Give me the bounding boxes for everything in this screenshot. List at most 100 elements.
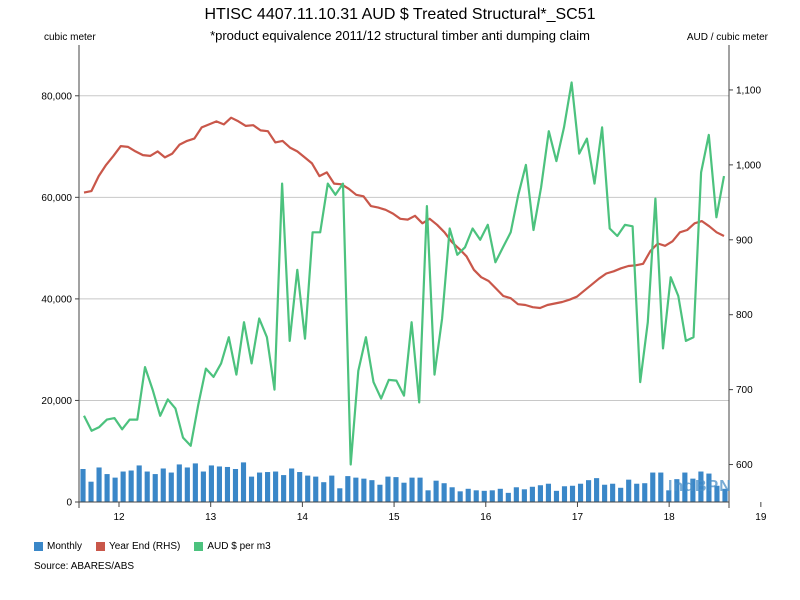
monthly-bar [184,467,190,502]
monthly-bar [521,489,527,502]
monthly-bar [144,471,150,502]
monthly-bar [569,485,576,502]
monthly-bar [537,485,543,502]
aud-per-m3-line [83,81,726,466]
legend-label-year-end: Year End (RHS) [109,541,181,552]
x-tick-label: 15 [389,512,401,523]
right-tick-label: 600 [736,460,753,471]
left-tick-label: 80,000 [41,91,72,102]
x-tick-label: 19 [755,512,767,523]
monthly-bar [256,472,263,502]
line-series [83,81,726,466]
monthly-bar [353,477,359,502]
monthly-bar [305,475,311,502]
gridlines [79,95,729,401]
monthly-bar [610,483,616,502]
monthly-bar [602,484,608,502]
monthly-bar [698,471,704,502]
monthly-bar [80,468,86,502]
left-tick-label: 60,000 [41,193,72,204]
monthly-bar [265,472,271,502]
monthly-bar [136,465,142,502]
monthly-bar [345,476,351,502]
monthly-bar [297,472,303,502]
legend-item-aud-per-m3[interactable]: AUD $ per m3 [194,541,271,552]
monthly-bar [176,464,182,502]
monthly-bar [666,490,672,502]
monthly-bar [473,490,479,502]
monthly-bar [714,485,720,502]
monthly-bar [481,490,487,502]
legend: Monthly Year End (RHS) AUD $ per m3 [34,541,285,552]
monthly-bar [586,480,592,502]
monthly-bar [658,472,664,502]
monthly-bar [489,490,495,502]
monthly-bar [513,487,519,502]
monthly-bar [465,488,471,502]
monthly-bar [401,482,407,502]
monthly-bar [441,483,447,502]
monthly-bar [682,472,688,502]
monthly-bar [192,463,198,502]
monthly-bar [433,480,439,502]
x-tick-label: 12 [113,512,125,523]
monthly-bar [208,465,214,502]
chart-subtitle: *product equivalence 2011/12 structural … [210,28,590,43]
monthly-bar [377,484,383,502]
watermark-logo: IndBPN [668,478,732,495]
monthly-bar [618,487,624,502]
monthly-bar [642,483,648,502]
legend-label-aud-per-m3: AUD $ per m3 [207,541,271,552]
monthly-bar [417,477,423,502]
monthly-bar [313,476,319,502]
source-note: Source: ABARES/ABS [34,561,135,572]
chart-title: HTISC 4407.11.10.31 AUD $ Treated Struct… [204,6,596,23]
right-tick-label: 1,100 [736,85,761,96]
monthly-bars [80,462,728,502]
x-tick-label: 16 [480,512,492,523]
legend-swatch-year-end [96,542,106,551]
monthly-bar [650,472,656,502]
left-axis-unit: cubic meter [44,32,96,43]
monthly-bar [152,474,158,502]
monthly-bar [553,490,560,502]
right-tick-label: 700 [736,385,753,396]
monthly-bar [545,483,552,502]
legend-item-year-end[interactable]: Year End (RHS) [96,541,180,552]
monthly-bar [88,481,94,502]
monthly-bar [160,468,166,502]
monthly-bar [385,476,391,502]
monthly-bar [240,462,247,502]
monthly-bar [529,486,535,502]
monthly-bar [120,471,126,502]
monthly-bar [361,478,367,502]
x-tick-label: 18 [664,512,676,523]
x-tick-label: 14 [297,512,309,523]
x-tick-label: 17 [572,512,584,523]
monthly-bar [128,470,134,502]
monthly-bar [674,479,680,502]
right-axis-unit: AUD / cubic meter [686,32,768,43]
monthly-bar [594,478,600,502]
monthly-bar [216,466,222,502]
monthly-bar [224,466,231,502]
left-tick-label: 0 [66,498,72,509]
monthly-bar [457,491,463,502]
monthly-bar [96,467,102,502]
monthly-bar [337,488,343,502]
monthly-bar [200,471,206,502]
monthly-bar [281,475,287,502]
monthly-bar [168,472,174,502]
monthly-bar [561,486,568,502]
monthly-bar [289,468,295,502]
monthly-bar [706,473,712,502]
right-tick-label: 1,000 [736,160,761,171]
monthly-bar [232,468,239,502]
legend-item-monthly[interactable]: Monthly [34,541,82,552]
monthly-bar [425,490,431,502]
monthly-bar [329,475,335,502]
right-tick-label: 800 [736,310,753,321]
x-tick-label: 13 [205,512,217,523]
monthly-bar [409,477,415,502]
monthly-bar [577,483,584,502]
